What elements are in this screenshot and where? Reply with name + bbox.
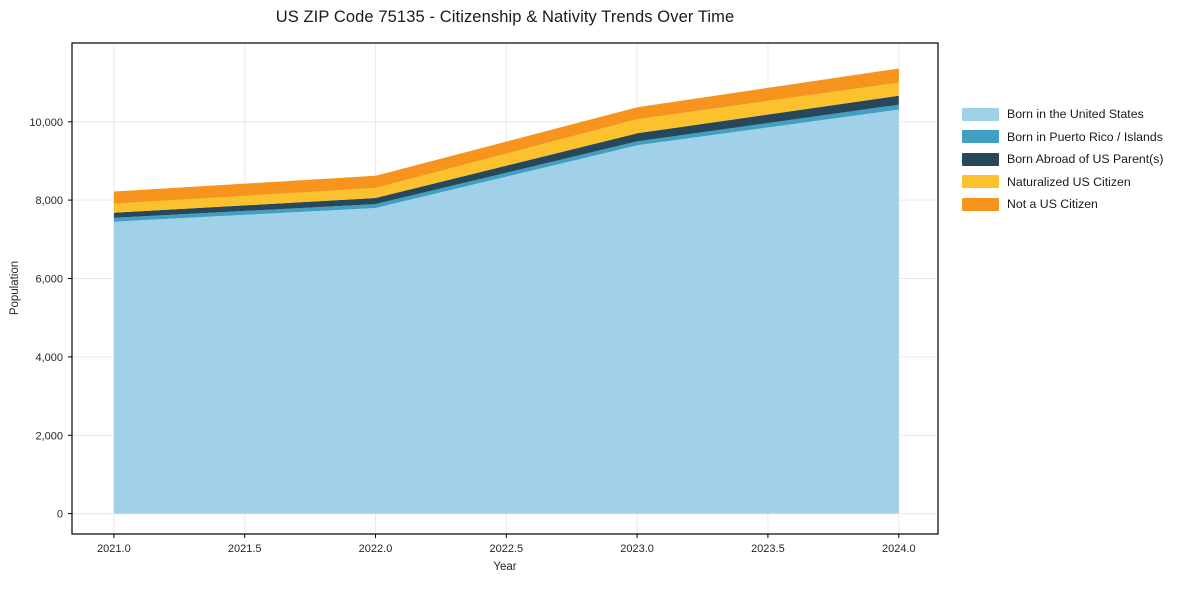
y-tick-label: 0: [57, 509, 63, 521]
area-series: [113, 68, 899, 204]
x-tick-label: 2023.5: [751, 543, 785, 555]
chart-title: US ZIP Code 75135 - Citizenship & Nativi…: [275, 8, 735, 26]
y-tick-label: 8,000: [35, 195, 63, 207]
y-tick-label: 4,000: [35, 352, 63, 364]
legend-item: Born Abroad of US Parent(s): [962, 148, 1164, 171]
x-tick-label: 2021.0: [97, 543, 131, 555]
legend-swatch-icon: [962, 130, 999, 144]
plot-border: [71, 42, 939, 535]
legend-item: Not a US Citizen: [962, 193, 1164, 216]
chart-legend: Born in the United States Born in Puerto …: [962, 103, 1164, 216]
legend-swatch-icon: [962, 152, 999, 166]
legend-label: Born in the United States: [1007, 107, 1144, 122]
x-tick-label: 2024.0: [882, 543, 916, 555]
x-tick-label: 2021.5: [228, 543, 262, 555]
x-tick-label: 2022.5: [489, 543, 523, 555]
area-series: [113, 109, 899, 514]
legend-item: Born in the United States: [962, 103, 1164, 126]
legend-item: Naturalized US Citizen: [962, 171, 1164, 194]
area-series: [113, 104, 899, 222]
legend-item: Born in Puerto Rico / Islands: [962, 126, 1164, 149]
y-tick-label: 2,000: [35, 430, 63, 442]
legend-label: Born in Puerto Rico / Islands: [1007, 129, 1163, 144]
y-tick-label: 10,000: [29, 117, 63, 129]
legend-label: Naturalized US Citizen: [1007, 174, 1131, 189]
x-tick-label: 2022.0: [359, 543, 393, 555]
y-tick-label: 6,000: [35, 274, 63, 286]
x-axis-title: Year: [493, 561, 517, 573]
x-tick-label: 2023.0: [620, 543, 654, 555]
legend-label: Born Abroad of US Parent(s): [1007, 152, 1164, 167]
area-series: [113, 82, 899, 213]
y-axis-title: Population: [9, 260, 21, 316]
legend-swatch-icon: [962, 197, 999, 211]
area-series: [113, 95, 899, 218]
legend-swatch-icon: [962, 175, 999, 189]
legend-label: Not a US Citizen: [1007, 197, 1098, 212]
legend-swatch-icon: [962, 107, 999, 121]
